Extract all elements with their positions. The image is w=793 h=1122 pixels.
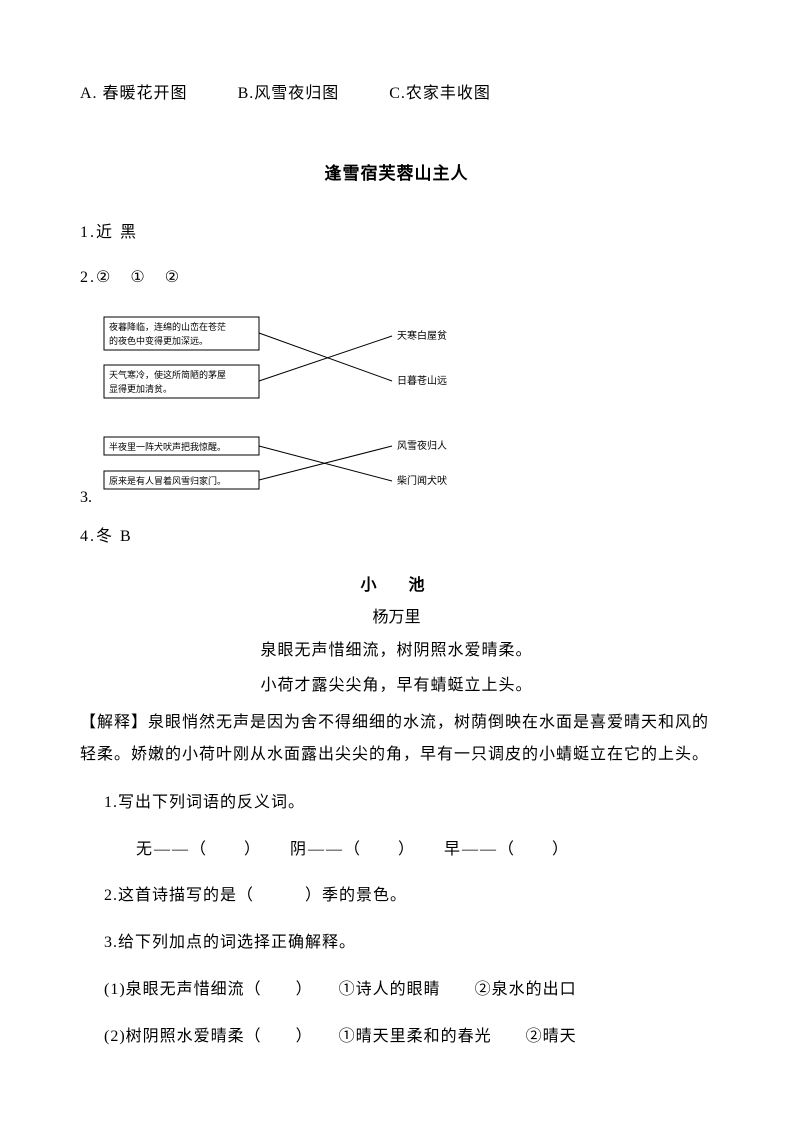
poem-line-2: 小荷才露尖尖角，早有蜻蜓立上头。: [80, 672, 713, 701]
option-b: B.风雪夜归图: [238, 80, 340, 109]
label1: 天寒白屋贫: [397, 329, 447, 342]
poem-q1: 1.写出下列词语的反义词。: [80, 789, 713, 818]
poem-section: 小 池 杨万里 泉眼无声惜细流，树阴照水爱晴柔。 小荷才露尖尖角，早有蜻蜓立上头…: [80, 572, 713, 1052]
option-c: C.农家丰收图: [389, 80, 491, 109]
answer-4: 4.冬 B: [80, 523, 713, 552]
box1-text2: 的夜色中变得更加深远。: [109, 335, 208, 346]
poem-q3-1: (1)泉眼无声惜细流（ ） ①诗人的眼睛 ②泉水的出口: [80, 976, 713, 1005]
box3-text: 半夜里一阵犬吠声把我惊醒。: [109, 441, 226, 452]
poem-q2: 2.这首诗描写的是（ ）季的景色。: [80, 882, 713, 911]
poem-q3-2: (2)树阴照水爱晴柔（ ） ①晴天里柔和的春光 ②晴天: [80, 1023, 713, 1052]
top-options-row: A. 春暖花开图 B.风雪夜归图 C.农家丰收图: [80, 80, 713, 109]
label4: 柴门闻犬吠: [397, 474, 447, 487]
answer-1: 1.近 黑: [80, 219, 713, 248]
box2-text1: 天气寒冷，使这所简陋的茅屋: [109, 369, 226, 380]
poem-line-1: 泉眼无声惜细流，树阴照水爱晴柔。: [80, 637, 713, 666]
poem-explanation: 【解释】泉眼悄然无声是因为舍不得细细的水流，树荫倒映在水面是喜爱晴天和风的轻柔。…: [80, 707, 713, 771]
answer-2: 2.② ① ②: [80, 264, 713, 293]
label2: 日暮苍山远: [397, 374, 447, 387]
question-3-container: 3. 夜暮降临，连绵的山峦在苍茫 的夜色中变得更加深远。 天气寒冷，使这所简陋的…: [80, 309, 713, 513]
label3: 风雪夜归人: [397, 439, 447, 452]
section-title: 逢雪宿芙蓉山主人: [80, 159, 713, 190]
poem-title: 小 池: [80, 572, 713, 601]
box1-text1: 夜暮降临，连绵的山峦在苍茫: [109, 321, 226, 332]
box4-text: 原来是有人冒着风雪归家门。: [109, 475, 226, 486]
matching-diagram: 夜暮降临，连绵的山峦在苍茫 的夜色中变得更加深远。 天气寒冷，使这所简陋的茅屋 …: [102, 309, 462, 504]
question-3-number: 3.: [80, 484, 92, 513]
option-a: A. 春暖花开图: [80, 80, 188, 109]
poem-author: 杨万里: [80, 604, 713, 633]
box2-text2: 显得更加清贫。: [109, 383, 172, 394]
poem-q1-blanks: 无——（ ） 阴——（ ） 早——（ ）: [80, 836, 713, 865]
poem-q3: 3.给下列加点的词选择正确解释。: [80, 929, 713, 958]
